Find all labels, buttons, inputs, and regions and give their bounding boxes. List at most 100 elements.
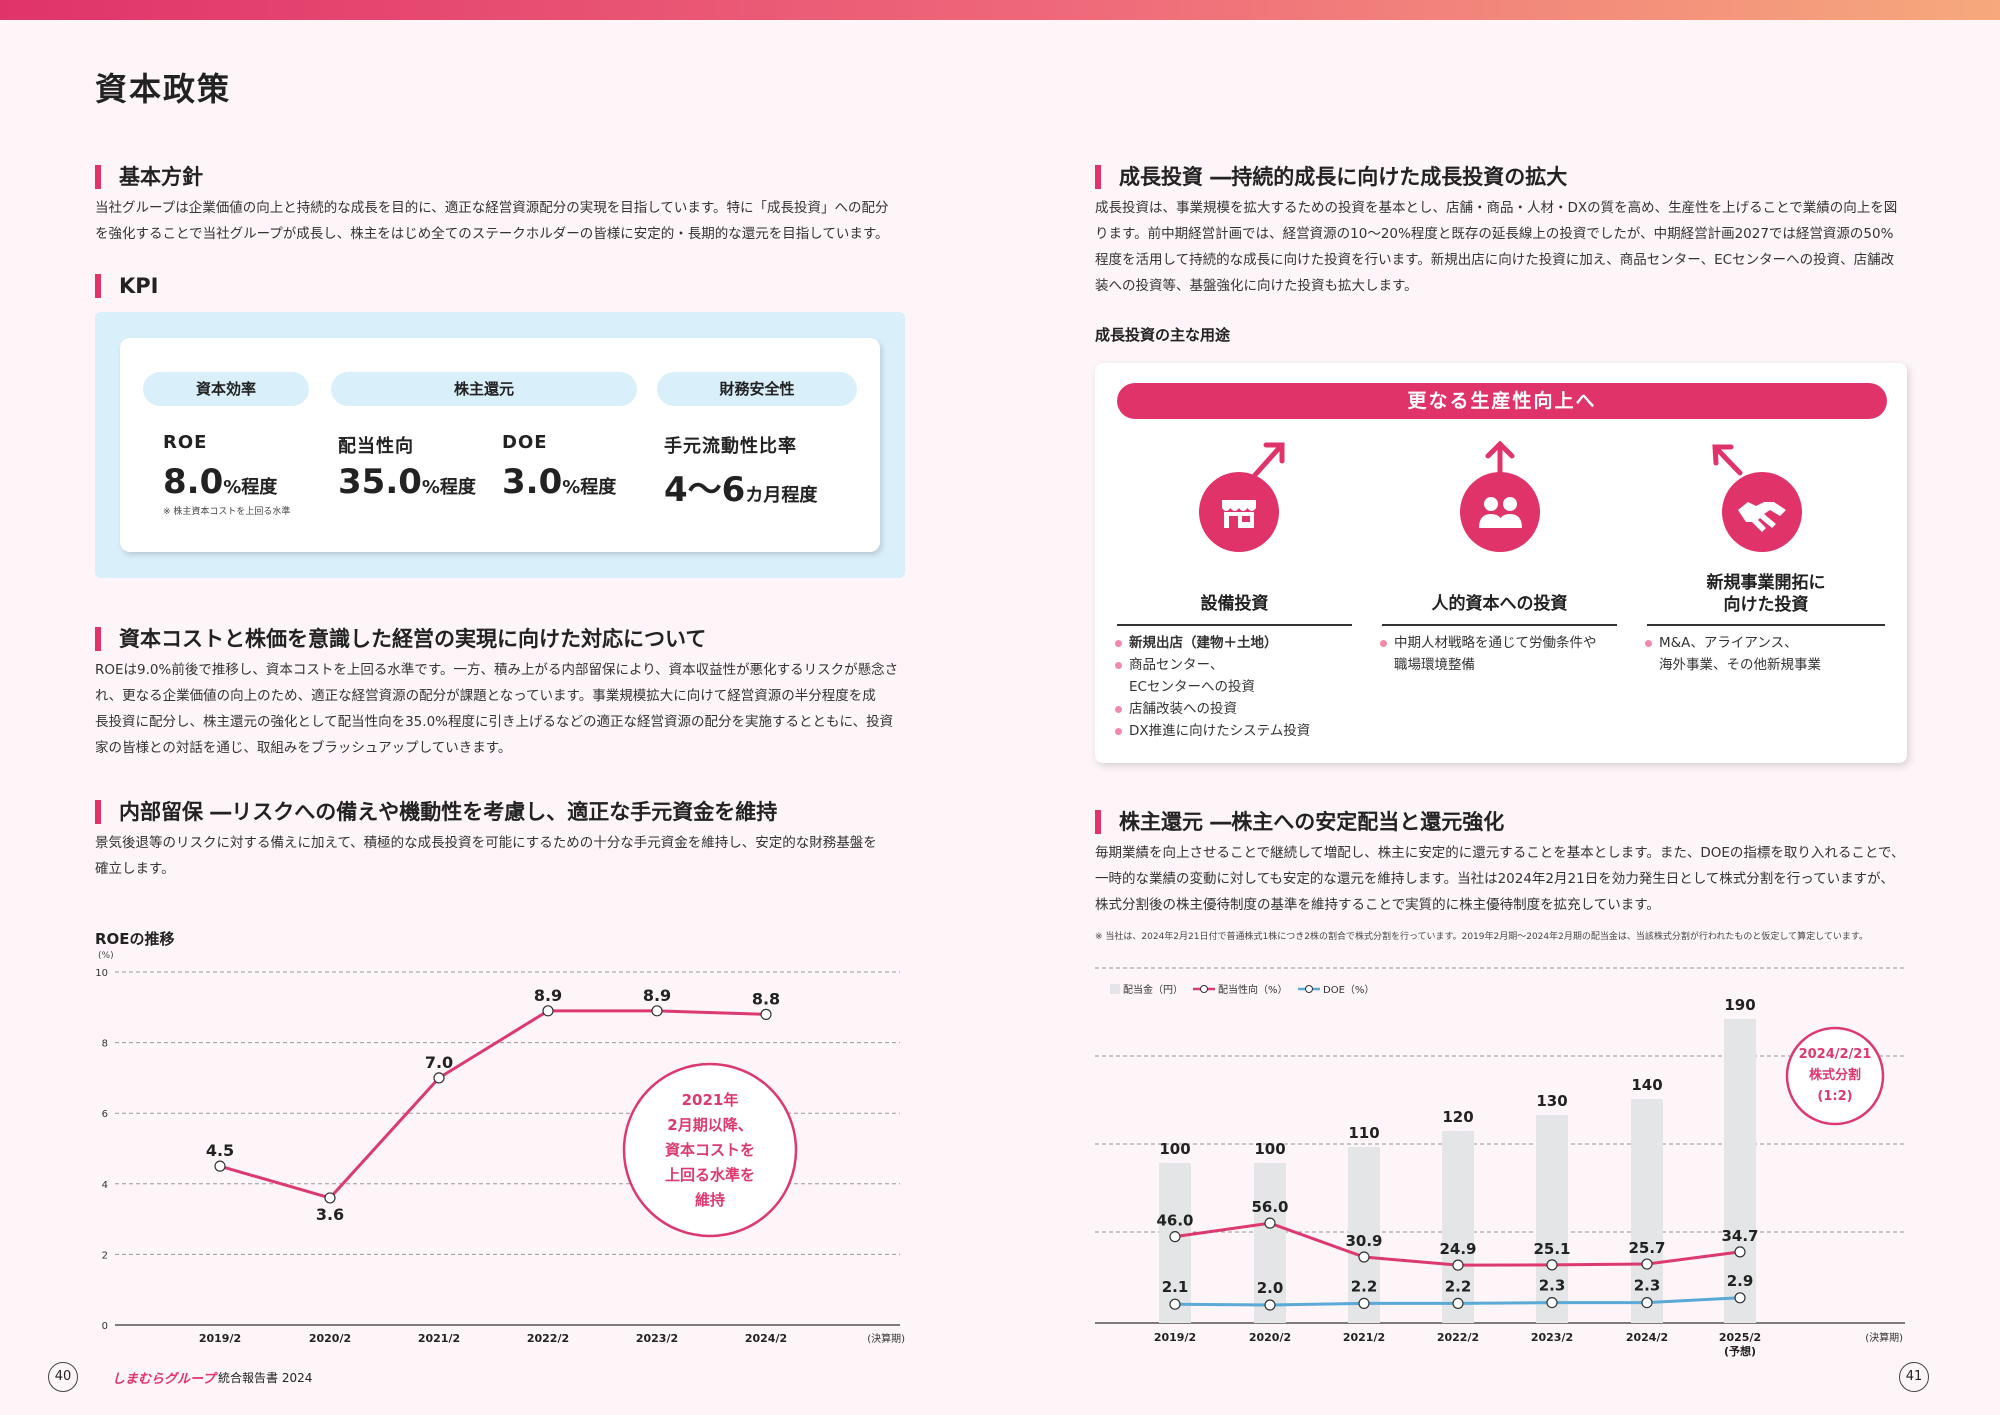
kpi-roe-label: ROE: [163, 432, 208, 453]
dividend-bar-label: 130: [1536, 1092, 1567, 1110]
dividend-bar-label: 190: [1724, 996, 1755, 1014]
roe-y-tick: 6: [102, 1109, 108, 1120]
growth-investment-line: 装への投資等、基盤強化に向けた投資も拡大します。: [1095, 278, 1418, 294]
doe-point: [1734, 1292, 1746, 1304]
legend-doe-marker: [1305, 985, 1313, 993]
roe-annotation-text: 2月期以降、: [667, 1116, 752, 1134]
kpi-category-shareholder-return: 株主還元: [331, 372, 637, 406]
brand-logo: しまむらグループ: [112, 1372, 216, 1387]
payout-label: 56.0: [1251, 1198, 1288, 1216]
roe-point: [651, 1005, 663, 1017]
capex-title: 設備投資: [1200, 594, 1269, 614]
growth-investment-heading: 成長投資 ―持続的成長に向けた成長投資の拡大: [1095, 165, 1567, 189]
growth-investment-line: 程度を活用して持続的な成長に向けた投資を行います。新規出店に向けた投資に加え、商…: [1095, 252, 1895, 268]
dividend-bar: [1442, 1131, 1474, 1323]
growth-uses-box: [1095, 363, 1907, 763]
roe-y-tick: 4: [102, 1180, 108, 1191]
roe-value-label: 8.9: [643, 986, 671, 1005]
dividend-x-tick: 2022/2: [1437, 1331, 1479, 1344]
new-business-title-line: 向けた投資: [1723, 595, 1809, 615]
payout-label: 25.7: [1628, 1239, 1665, 1257]
basic-policy-line: を強化することで当社グループが成長し、株主をはじめ全てのステークホルダーの皆様に…: [95, 226, 889, 242]
capital-cost-line: 長投資に配分し、株主還元の強化として配当性向を35.0%程度に引き上げるなどの適…: [95, 714, 894, 730]
doe-point: [1546, 1297, 1558, 1309]
kpi-heading: KPI: [95, 274, 158, 298]
dividend-x-tick: 2021/2: [1343, 1331, 1385, 1344]
dividend-bar: [1724, 1019, 1756, 1323]
payout-point: [1264, 1217, 1276, 1229]
roe-x-tick: 2023/2: [636, 1332, 678, 1345]
list-item: 職場環境整備: [1394, 657, 1475, 673]
dividend-forecast-note: (予想): [1724, 1344, 1756, 1358]
kpi-liquidity-label: 手元流動性比率: [664, 436, 797, 457]
kpi-roe-note: ※ 株主資本コストを上回る水準: [163, 507, 291, 517]
roe-point: [214, 1160, 226, 1172]
doe-point: [1358, 1297, 1370, 1309]
roe-series-line: [219, 1009, 767, 1200]
roe-point: [542, 1005, 554, 1017]
split-annotation-circle: [1785, 1026, 1885, 1126]
payout-point: [1734, 1246, 1746, 1258]
roe-value-label: 4.5: [206, 1141, 234, 1160]
payout-point: [1358, 1251, 1370, 1263]
list-item: 商品センター、: [1113, 654, 1353, 676]
store-icon-glyph: [1222, 500, 1256, 528]
shareholder-return-line: 毎期業績を向上させることで継続して増配し、株主に安定的に還元することを基本としま…: [1095, 845, 1905, 861]
shareholder-return-line: 一時的な業績の変動に対しても安定的な還元を維持します。当社は2024年2月21日…: [1095, 871, 1894, 887]
basic-policy-text: 当社グループは企業価値の向上と持続的な成長を目的に、適正な経営資源配分の実現を目…: [95, 195, 915, 247]
kpi-category-financial-safety: 財務安全性: [657, 372, 857, 406]
dividend-x-label: (決算期): [1865, 1331, 1903, 1344]
capex-divider: [1117, 624, 1352, 626]
doe-label: 2.3: [1539, 1277, 1566, 1295]
kpi-roe-number: 8.0: [163, 462, 224, 502]
human-capital-list: 中期人材戦略を通じて労働条件や 職場環境整備: [1378, 632, 1623, 676]
split-annotation-text: 株式分割: [1809, 1067, 1861, 1083]
doe-label: 2.9: [1727, 1272, 1754, 1290]
roe-chart-title: ROEの推移: [95, 930, 175, 948]
retained-earnings-line: 景気後退等のリスクに対する備えに加えて、積極的な成長投資を可能にするための十分な…: [95, 835, 877, 851]
new-business-divider: [1647, 624, 1885, 626]
roe-point: [760, 1008, 772, 1020]
capital-cost-line: れ、更なる企業価値の向上のため、適正な経営資源の配分が課題となっています。事業規…: [95, 688, 876, 704]
list-item: ECセンターへの投資: [1129, 679, 1255, 695]
roe-x-tick: 2024/2: [745, 1332, 787, 1345]
people-icon: [1460, 472, 1540, 552]
legend-doe-label: DOE（%）: [1323, 984, 1374, 996]
payout-label: 25.1: [1533, 1240, 1570, 1258]
roe-x-tick: 2022/2: [527, 1332, 569, 1345]
productivity-banner: 更なる生産性向上へ: [1117, 383, 1887, 419]
retained-earnings-line: 確立します。: [95, 861, 175, 877]
doe-point: [1169, 1298, 1181, 1310]
dividend-bar-label: 120: [1442, 1108, 1473, 1126]
stock-split-note: ※ 当社は、2024年2月21日付で普通株式1株につき2株の割合で株式分割を行っ…: [1095, 932, 1868, 942]
doe-point: [1452, 1297, 1464, 1309]
roe-value-label: 7.0: [425, 1053, 453, 1072]
capital-cost-text: ROEは9.0%前後で推移し、資本コストを上回る水準です。一方、積み上がる内部留…: [95, 657, 915, 761]
dividend-bar: [1159, 1163, 1191, 1323]
arrow-up-left: [1714, 446, 1743, 476]
kpi-doe-unit: %程度: [562, 477, 617, 498]
kpi-payout-label: 配当性向: [338, 436, 414, 457]
payout-point: [1452, 1259, 1464, 1271]
doe-label: 2.0: [1257, 1279, 1284, 1297]
legend-bar-swatch: [1110, 984, 1120, 994]
doe-label: 2.2: [1351, 1277, 1378, 1295]
legend-payout-label: 配当性向（%）: [1218, 983, 1288, 996]
doe-label: 2.1: [1162, 1278, 1189, 1296]
growth-investment-line: ります。前中期経営計画では、経営資源の10〜20%程度と既存の延長線上の投資でし…: [1095, 226, 1894, 242]
roe-value-label: 8.9: [534, 986, 562, 1005]
human-capital-title: 人的資本への投資: [1431, 594, 1568, 614]
arrow-up-head: [1485, 440, 1515, 459]
kpi-doe-number: 3.0: [502, 462, 563, 502]
dividend-x-tick: 2019/2: [1154, 1331, 1196, 1344]
doe-point: [1264, 1299, 1276, 1311]
dividend-x-tick: 2025/2: [1719, 1331, 1761, 1344]
kpi-roe-value: 8.0%程度: [163, 462, 277, 502]
dividend-bar-label: 110: [1348, 1124, 1379, 1142]
roe-annotation-text: 維持: [695, 1191, 725, 1209]
growth-investment-line: 成長投資は、事業規模を拡大するための投資を基本とし、店舗・商品・人材・DXの質を…: [1095, 200, 1898, 216]
split-annotation-text: (1:2): [1817, 1089, 1852, 1104]
arrow-up-left-head: [1712, 444, 1734, 466]
roe-value-label: 8.8: [752, 989, 780, 1008]
retained-earnings-heading: 内部留保 ―リスクへの備えや機動性を考慮し、適正な手元資金を維持: [95, 800, 777, 824]
